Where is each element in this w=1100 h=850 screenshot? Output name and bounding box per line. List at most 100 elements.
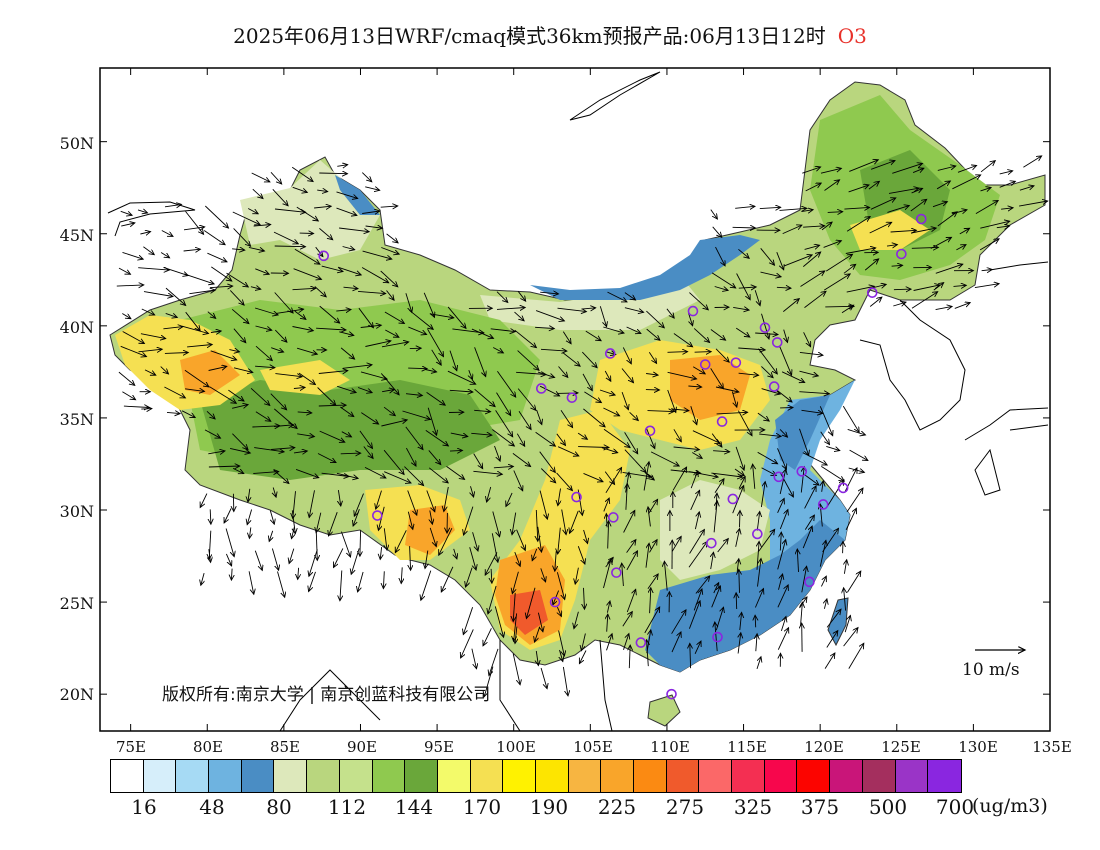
wind-vector	[450, 432, 468, 436]
wind-vector	[201, 572, 204, 585]
wind-vector	[711, 552, 714, 570]
lon-label-125: 125E	[881, 738, 921, 756]
wind-vector	[671, 610, 686, 634]
wind-vector	[869, 222, 892, 234]
field-xinjiang-orange	[180, 350, 240, 395]
wind-vector	[463, 607, 474, 634]
wind-vector	[296, 347, 317, 354]
wind-vector	[380, 373, 399, 394]
wind-vector	[849, 449, 868, 460]
wind-vector	[738, 633, 741, 654]
wind-vector	[540, 468, 555, 483]
field-plateau-dark	[200, 380, 500, 480]
station-marker	[535, 383, 547, 394]
wind-vector	[488, 585, 497, 614]
wind-vector	[603, 407, 619, 416]
wind-vector	[337, 165, 347, 167]
wind-vector	[759, 207, 781, 208]
wind-vector	[483, 628, 492, 646]
wind-vector	[428, 467, 448, 483]
wind-vector	[804, 245, 820, 250]
field-hainan	[647, 694, 681, 727]
wind-vector	[471, 433, 492, 435]
wind-vector	[447, 370, 476, 384]
wind-vector	[761, 313, 770, 339]
wind-vector	[673, 447, 700, 450]
wind-vector	[650, 588, 651, 614]
wind-vector	[484, 666, 494, 697]
wind-vector	[309, 571, 316, 592]
wind-vector	[781, 371, 805, 383]
legend-tick-144: 144	[394, 795, 434, 819]
wind-vector	[208, 466, 240, 467]
wind-vector	[585, 330, 601, 341]
wind-vector	[314, 206, 331, 208]
wind-vector	[805, 183, 822, 192]
wind-vector	[314, 286, 326, 297]
wind-vector	[740, 511, 741, 528]
wind-vector	[667, 352, 688, 353]
wind-vector	[464, 506, 474, 535]
wind-vector	[358, 307, 374, 328]
wind-vector	[753, 464, 755, 489]
wind-vector	[496, 308, 525, 310]
wind-vector	[825, 306, 854, 307]
wind-vector	[848, 185, 869, 193]
wind-vector	[820, 431, 830, 445]
wind-vector	[232, 211, 260, 225]
wind-vector	[779, 346, 792, 375]
wind-vector	[739, 569, 740, 593]
legend-swatch	[111, 760, 144, 792]
wind-vector	[384, 311, 405, 324]
wind-vector	[823, 274, 850, 291]
wind-vector	[407, 490, 417, 516]
wind-vector	[710, 329, 726, 341]
wind-vector	[204, 429, 221, 438]
wind-vector	[930, 237, 952, 249]
wind-vector	[165, 312, 178, 317]
station-marker	[611, 567, 622, 578]
wind-vector	[779, 472, 793, 498]
wind-vector	[776, 287, 791, 288]
wind-vector	[122, 331, 145, 344]
station-marker	[549, 596, 561, 608]
wind-vector	[386, 233, 399, 243]
wind-vector	[381, 342, 409, 348]
legend-swatch	[699, 760, 733, 792]
wind-vector	[361, 412, 378, 425]
field-north-china-orange	[670, 355, 750, 420]
wind-vector	[731, 391, 737, 408]
coastline-west	[107, 201, 196, 237]
wind-vector	[185, 311, 201, 331]
wind-vector	[561, 509, 566, 535]
wind-vector	[783, 299, 799, 312]
wind-vector	[232, 433, 248, 450]
wind-vector	[800, 271, 825, 287]
wind-vector	[340, 406, 354, 417]
wind-vector	[272, 188, 288, 206]
wind-vector	[316, 512, 322, 533]
wind-vector	[647, 640, 649, 667]
wind-vector	[471, 486, 474, 497]
legend-tick-375: 375	[800, 795, 840, 819]
wind-vector	[981, 270, 993, 271]
wind-vector	[606, 634, 613, 651]
wind-vector	[381, 247, 399, 255]
wind-vector	[395, 530, 407, 552]
wind-vector	[563, 352, 580, 366]
wind-vector	[270, 393, 287, 410]
wind-vector	[421, 570, 432, 601]
wind-vector	[557, 393, 578, 394]
wind-vector	[183, 227, 205, 230]
wind-vector	[449, 450, 463, 451]
lat-label-25: 25N	[59, 594, 94, 613]
wind-vector	[384, 471, 411, 483]
wind-vector	[466, 567, 473, 587]
wind-vector	[738, 348, 765, 350]
legend-unit: (ug/m3)	[972, 795, 1048, 817]
wind-vector	[408, 326, 426, 334]
wind-vector	[577, 432, 587, 439]
wind-vector	[715, 386, 739, 392]
legend-tick-700: 700	[935, 795, 975, 819]
station-markers	[318, 213, 927, 700]
